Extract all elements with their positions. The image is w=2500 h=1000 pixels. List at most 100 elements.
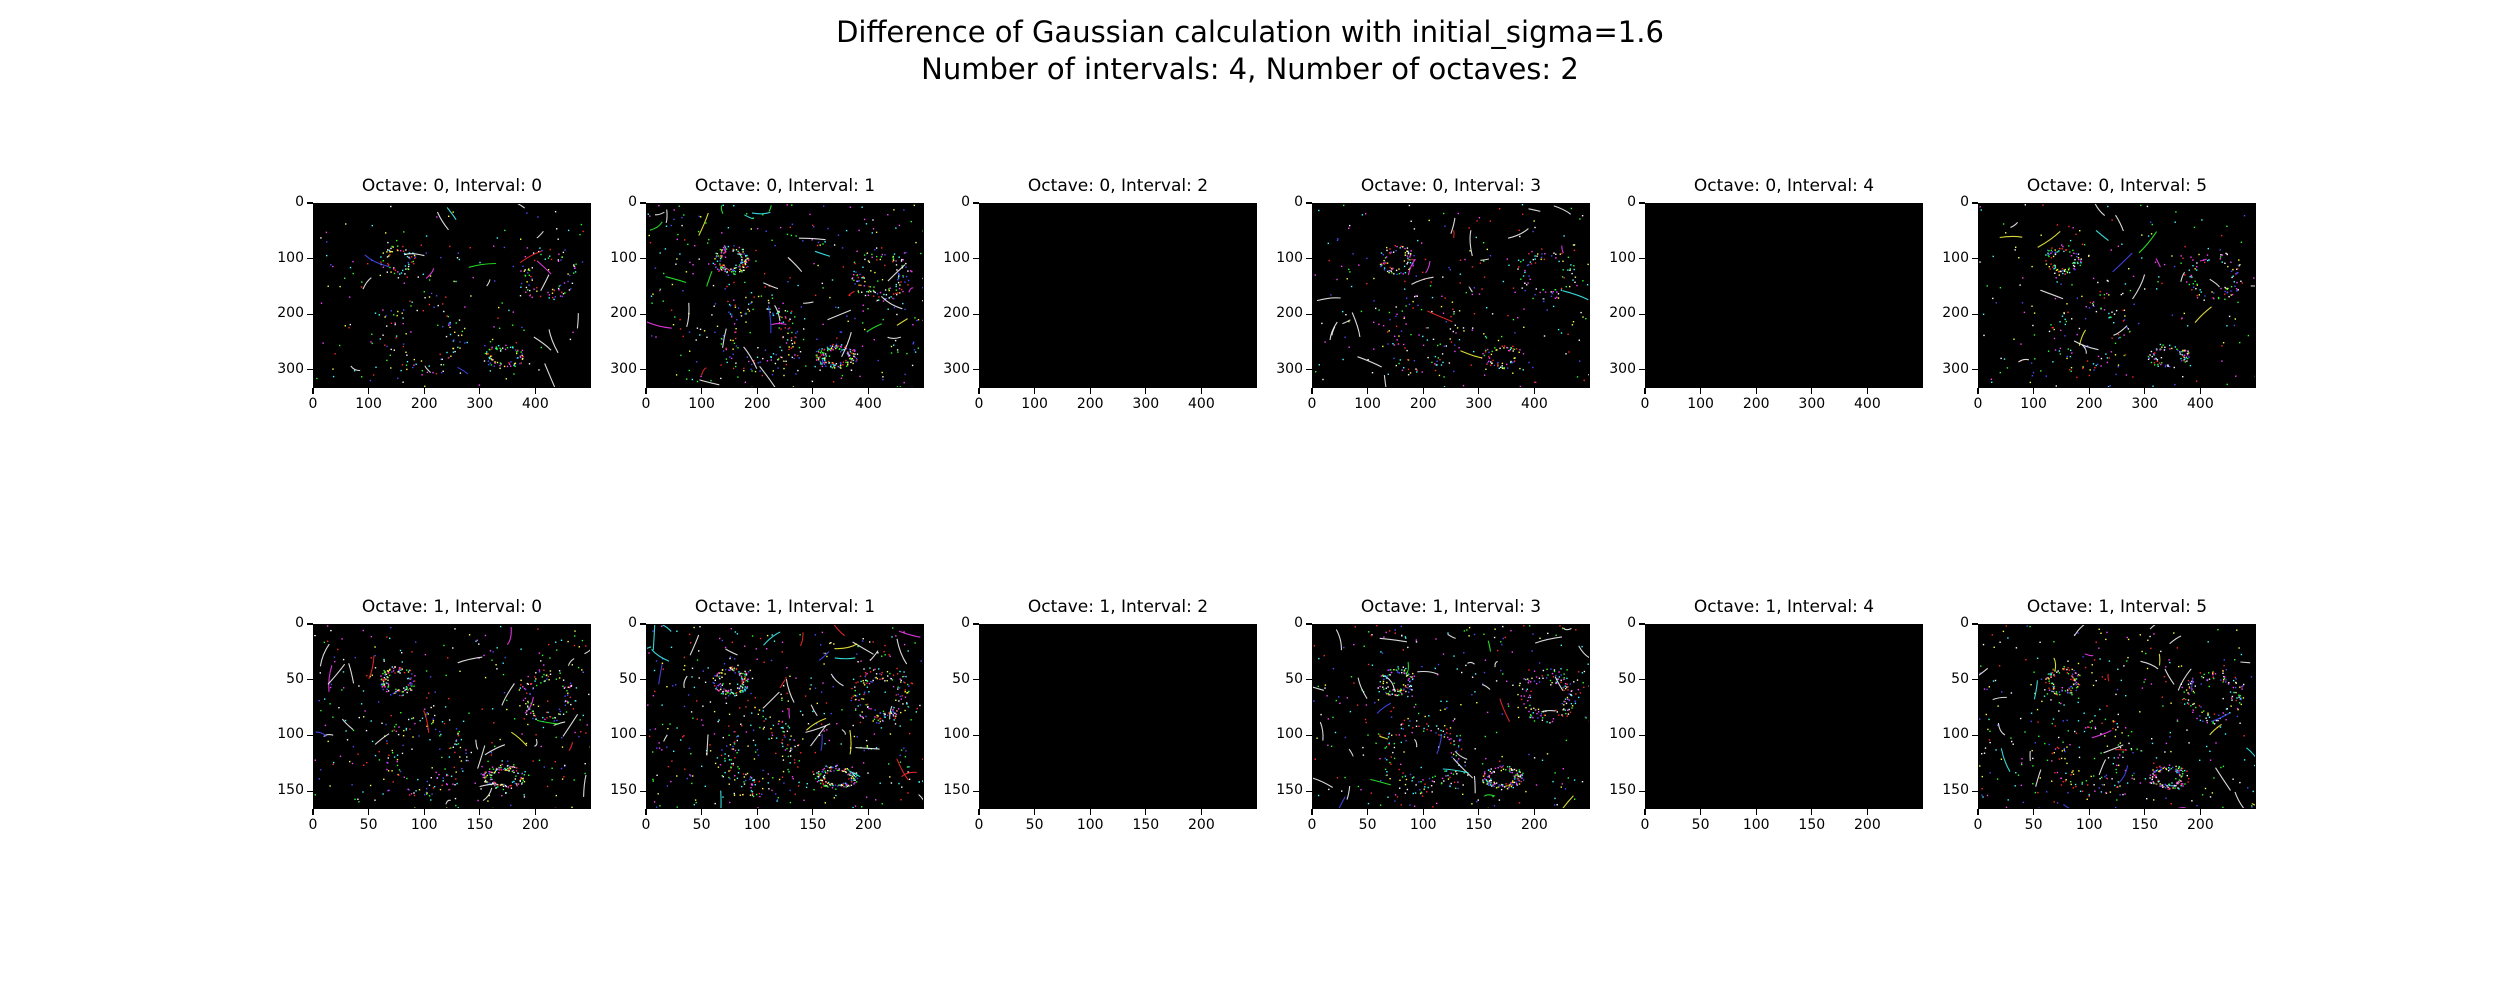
edge-pixel <box>398 726 400 728</box>
edge-pixel <box>912 324 914 326</box>
edge-pixel <box>406 255 409 258</box>
edge-pixel <box>881 655 883 657</box>
edge-pixel <box>863 684 866 686</box>
edge-pixel <box>735 345 738 347</box>
edge-pixel <box>1398 768 1400 771</box>
edge-pixel <box>856 653 858 655</box>
edge-pixel <box>562 293 565 295</box>
edge-pixel <box>652 778 654 781</box>
edge-pixel <box>865 704 867 706</box>
edge-pixel <box>1381 652 1384 654</box>
edge-pixel <box>428 365 430 367</box>
edge-pixel <box>882 677 884 679</box>
edge-pixel <box>714 331 716 333</box>
edge-pixel <box>1483 276 1486 278</box>
edge-pixel <box>830 770 832 773</box>
edge-pixel <box>413 792 415 794</box>
y-tick <box>1972 257 1978 260</box>
edge-pixel <box>698 215 700 218</box>
edge-pixel <box>2186 325 2189 327</box>
edge-pixel <box>382 252 384 254</box>
edge-pixel <box>1349 271 1351 273</box>
edge-pixel <box>854 317 856 320</box>
edge-pixel <box>1567 686 1569 688</box>
edge-pixel <box>836 337 838 339</box>
edge-pixel <box>1576 679 1579 681</box>
edge-pixel <box>860 660 862 662</box>
edge-pixel <box>823 354 825 356</box>
edge-pixel <box>811 239 813 241</box>
edge-pixel <box>818 357 820 359</box>
edge-pixel <box>1411 695 1413 697</box>
edge-pixel <box>859 715 862 717</box>
edge-stroke <box>562 714 579 737</box>
edge-pixel <box>720 256 723 259</box>
edge-pixel <box>535 678 537 680</box>
edge-pixel <box>1400 741 1402 744</box>
edge-pixel <box>516 349 519 351</box>
edge-pixel <box>1395 364 1397 367</box>
edge-pixel <box>815 354 817 357</box>
edge-pixel <box>1486 781 1489 783</box>
edge-stroke <box>319 643 330 667</box>
edge-pixel <box>532 712 535 715</box>
edge-pixel <box>875 676 877 679</box>
edge-pixel <box>812 771 814 773</box>
edge-pixel <box>898 287 901 290</box>
edge-pixel <box>1518 783 1521 785</box>
edge-pixel <box>2062 272 2064 275</box>
edge-pixel <box>724 251 726 254</box>
edge-pixel <box>748 258 750 260</box>
edge-pixel <box>2047 249 2049 251</box>
edge-pixel <box>2058 271 2060 273</box>
x-tick <box>1145 809 1147 815</box>
edge-pixel <box>2196 294 2198 297</box>
edge-pixel <box>1497 339 1500 342</box>
edge-pixel <box>846 365 848 367</box>
edge-pixel <box>491 346 493 348</box>
edge-pixel <box>788 354 790 356</box>
edge-pixel <box>798 744 800 746</box>
edge-pixel <box>685 271 688 273</box>
edge-pixel <box>580 223 583 226</box>
edge-pixel <box>353 370 356 372</box>
edge-pixel <box>574 700 577 702</box>
edge-pixel <box>1486 363 1488 365</box>
edge-pixel <box>720 672 722 674</box>
edge-pixel <box>827 349 829 352</box>
edge-pixel <box>741 678 743 680</box>
edge-pixel <box>1383 688 1385 690</box>
edge-pixel <box>671 760 673 762</box>
edge-pixel <box>1571 694 1573 697</box>
edge-pixel <box>739 794 741 796</box>
x-tick <box>2199 388 2201 394</box>
edge-pixel <box>797 284 799 287</box>
edge-stroke <box>689 634 700 656</box>
edge-pixel <box>402 691 404 693</box>
edge-pixel <box>1503 345 1506 347</box>
edge-pixel <box>1518 775 1520 777</box>
edge-pixel <box>752 779 754 782</box>
edge-pixel <box>1440 305 1443 308</box>
edge-pixel <box>1453 740 1455 742</box>
edge-pixel <box>387 690 390 692</box>
edge-pixel <box>499 784 502 786</box>
edge-pixel <box>1549 722 1551 724</box>
edge-pixel <box>720 266 722 268</box>
edge-pixel <box>1481 763 1484 765</box>
edge-pixel <box>2147 235 2150 237</box>
edge-pixel <box>1453 743 1455 746</box>
edge-pixel <box>732 745 734 748</box>
edge-pixel <box>1413 805 1416 807</box>
edge-pixel <box>856 359 858 361</box>
edge-pixel <box>398 670 400 672</box>
edge-pixel <box>1529 694 1531 697</box>
edge-pixel <box>1546 753 1549 755</box>
edge-pixel <box>504 348 507 350</box>
edge-pixel <box>2195 380 2198 382</box>
edge-pixel <box>345 730 347 732</box>
edge-pixel <box>562 713 565 715</box>
edge-pixel <box>797 766 799 768</box>
edge-pixel <box>461 330 463 333</box>
edge-pixel <box>348 296 351 298</box>
